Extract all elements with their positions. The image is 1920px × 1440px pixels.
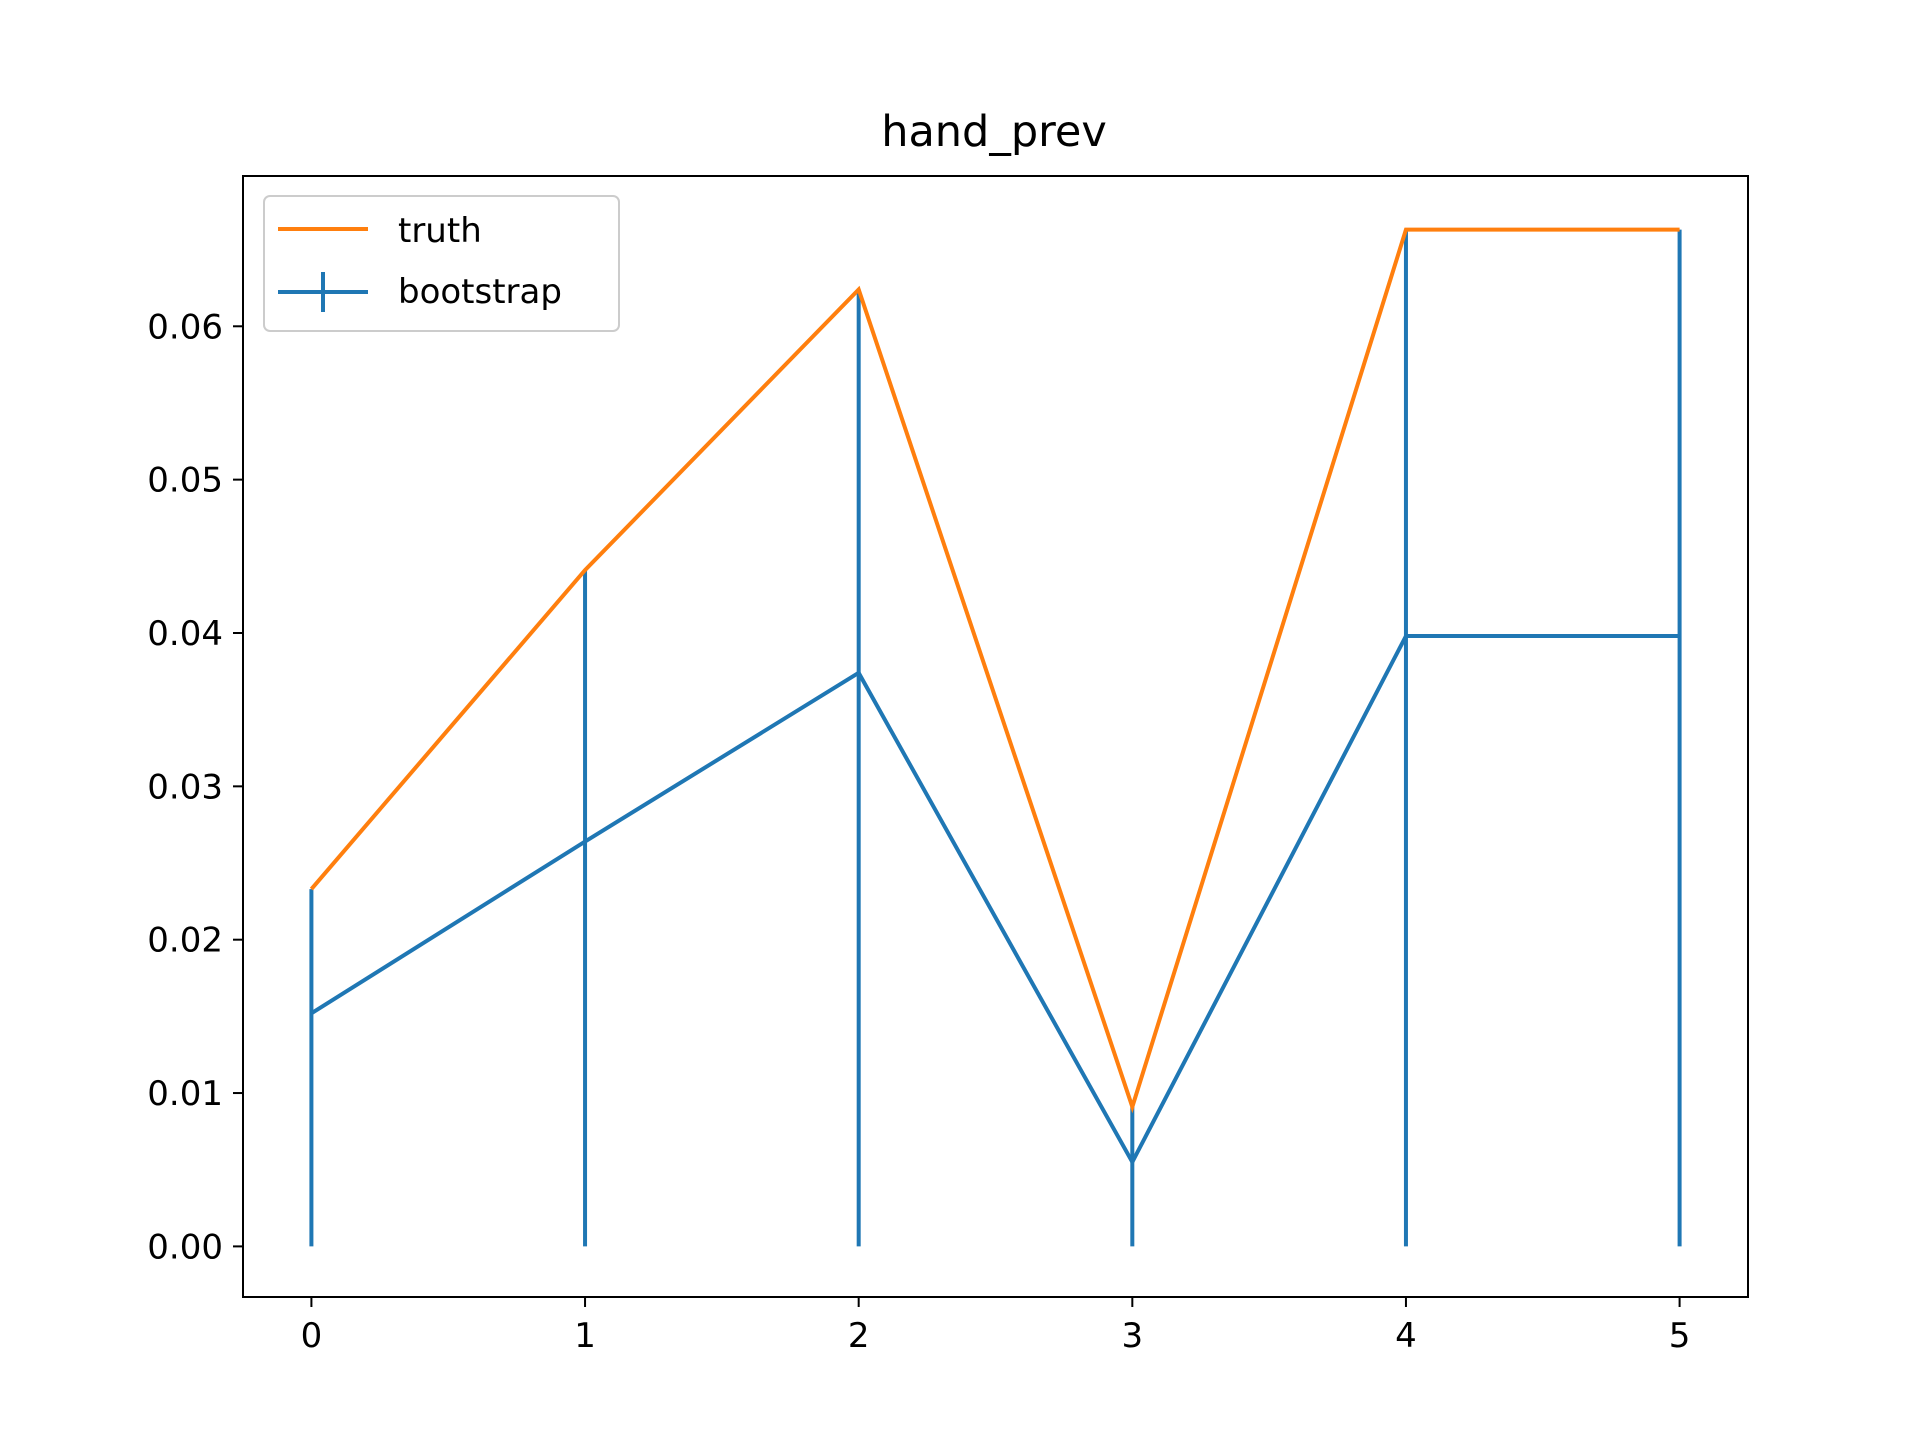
series-layer <box>309 227 1682 1247</box>
y-axis: 0.00 0.01 0.02 0.03 0.04 0.05 0.06 <box>147 307 243 1267</box>
y-tick-label: 0.03 <box>147 767 223 807</box>
x-tick-label: 1 <box>574 1316 596 1356</box>
x-tick-label: 4 <box>1395 1316 1417 1356</box>
x-axis: 0 1 2 3 4 5 <box>301 1297 1691 1356</box>
x-tick-label: 2 <box>848 1316 870 1356</box>
legend-label-truth: truth <box>398 211 482 251</box>
x-tick-label: 5 <box>1669 1316 1691 1356</box>
y-tick-label: 0.05 <box>147 461 223 501</box>
y-tick-label: 0.02 <box>147 921 223 961</box>
legend: truth bootstrap <box>263 195 620 332</box>
y-tick-label: 0.00 <box>147 1227 223 1267</box>
plot-area <box>243 176 1748 1297</box>
y-tick-label: 0.01 <box>147 1074 223 1114</box>
x-tick-label: 3 <box>1121 1316 1143 1356</box>
plot-frame <box>242 175 1749 1298</box>
truth-line <box>309 227 1680 1114</box>
chart-title: hand_prev <box>881 107 1107 157</box>
x-tick-label: 0 <box>301 1316 323 1356</box>
y-tick-label: 0.06 <box>147 307 223 347</box>
bootstrap-line <box>310 634 1680 1167</box>
legend-label-bootstrap: bootstrap <box>398 272 562 312</box>
y-tick-label: 0.04 <box>147 614 223 654</box>
